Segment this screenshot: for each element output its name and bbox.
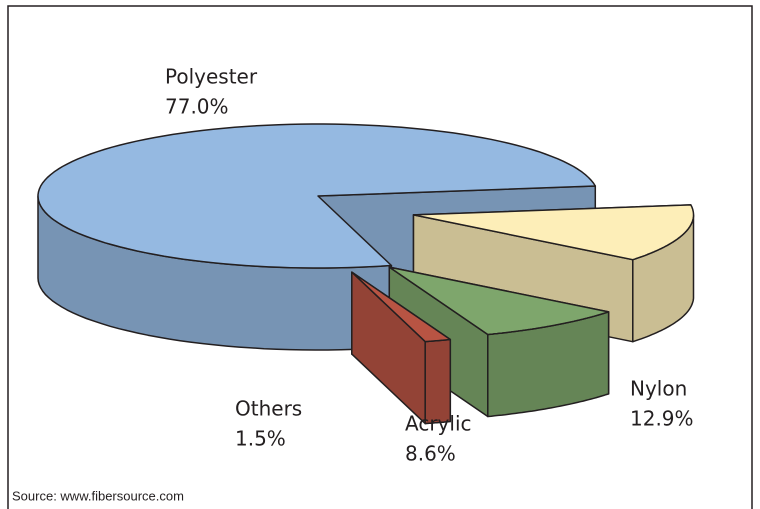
slice-label: Polyester (165, 65, 258, 89)
slice-top (37, 123, 597, 269)
slice-label: Others (235, 397, 302, 421)
slice-label: Nylon (630, 377, 687, 401)
slice-value: 77.0% (165, 95, 229, 119)
slice-value: 12.9% (630, 407, 694, 431)
slice-top (412, 204, 695, 261)
slice-value: 1.5% (235, 427, 286, 451)
slice-top (388, 266, 610, 336)
slice-label: Acrylic (405, 412, 472, 436)
slice-top (351, 271, 452, 343)
source: Source: www.fibersource.com (12, 488, 184, 503)
slice-value: 8.6% (405, 442, 456, 466)
